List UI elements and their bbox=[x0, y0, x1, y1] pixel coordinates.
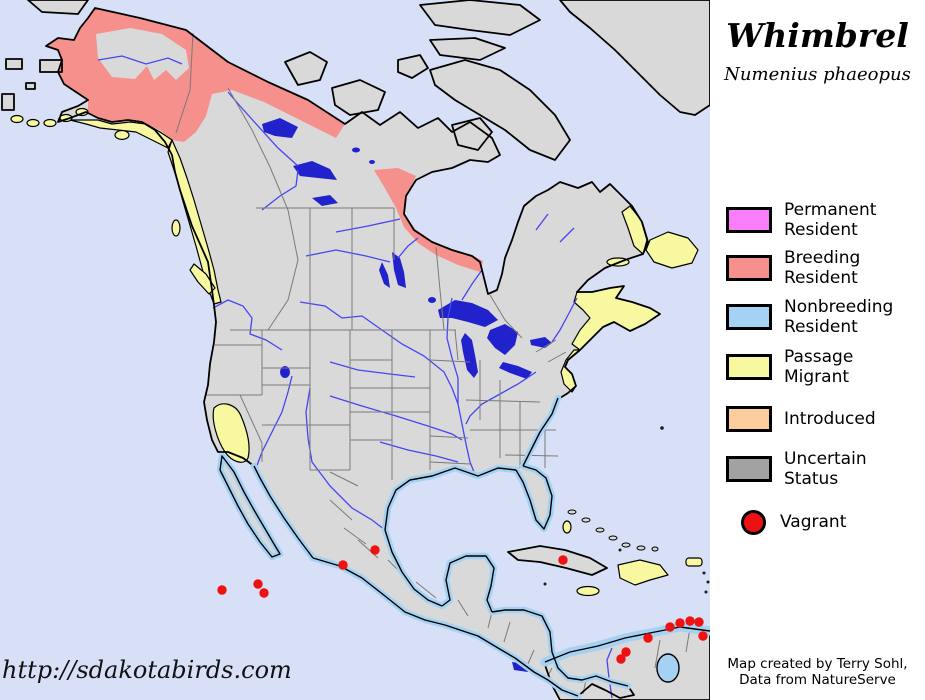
legend-passage-migrant-label: Passage Migrant bbox=[784, 347, 854, 387]
range-map: http://sdakotabirds.com bbox=[0, 0, 710, 700]
lake-winnipeg bbox=[392, 252, 406, 288]
small-islands bbox=[543, 426, 710, 594]
legend-permanent-resident-swatch bbox=[726, 207, 772, 233]
map-attribution: Map created by Terry Sohl, Data from Nat… bbox=[710, 656, 925, 688]
legend-item-uncertain-status: Uncertain Status bbox=[726, 446, 867, 492]
passage-andros bbox=[562, 520, 572, 534]
passage-puerto-rico bbox=[685, 557, 703, 567]
vagrant-dot bbox=[685, 616, 695, 626]
legend-vagrant-swatch bbox=[741, 509, 766, 535]
vagrant-dot bbox=[217, 585, 227, 595]
vagrant-dot bbox=[558, 555, 568, 565]
lake-michigan bbox=[461, 333, 478, 378]
vagrant-dot bbox=[616, 654, 626, 664]
legend-item-permanent-resident: Permanent Resident bbox=[726, 197, 876, 243]
bermuda bbox=[660, 426, 664, 430]
legend-breeding-resident-label: Breeding Resident bbox=[784, 248, 861, 288]
great-slave-lake bbox=[293, 161, 337, 180]
legend-item-vagrant: Vagrant bbox=[726, 499, 846, 545]
lesser-antilles bbox=[543, 548, 710, 594]
bahamas bbox=[567, 509, 659, 552]
vagrant-dot bbox=[694, 617, 704, 627]
info-panel: Whimbrel Numenius phaeopus Permanent Res… bbox=[710, 0, 925, 700]
lake-winnipegosis bbox=[379, 262, 390, 288]
legend-nonbreeding-resident-swatch bbox=[726, 304, 772, 330]
north-america-range-map bbox=[0, 0, 710, 700]
passage-newfoundland bbox=[645, 231, 699, 269]
legend-passage-migrant-swatch bbox=[726, 354, 772, 380]
legend-item-introduced: Introduced bbox=[726, 396, 876, 442]
attribution-line1: Map created by Terry Sohl, bbox=[727, 656, 908, 672]
legend-item-breeding-resident: Breeding Resident bbox=[726, 245, 860, 291]
vagrant-dot bbox=[675, 618, 685, 628]
vagrant-dot bbox=[370, 545, 380, 555]
passage-kodiak bbox=[114, 129, 130, 141]
alaska-interior-gray-patch bbox=[96, 28, 189, 80]
species-scientific-name: Numenius phaeopus bbox=[724, 64, 911, 85]
passage-california bbox=[212, 403, 250, 463]
nonbreeding-coastal-bands bbox=[216, 394, 710, 700]
legend-permanent-resident-label: Permanent Resident bbox=[784, 200, 877, 240]
species-title: Whimbrel bbox=[726, 16, 909, 55]
legend-vagrant-label: Vagrant bbox=[780, 512, 847, 532]
passage-vancouver-island bbox=[189, 263, 216, 295]
legend-uncertain-status-swatch bbox=[726, 456, 772, 482]
vagrant-dot bbox=[698, 631, 708, 641]
attribution-line2: Data from NatureServe bbox=[739, 672, 896, 688]
legend-nonbreeding-resident-label: Nonbreeding Resident bbox=[784, 297, 894, 337]
vagrant-dot bbox=[259, 588, 269, 598]
passage-south-alaska-coast bbox=[69, 119, 173, 149]
legend-uncertain-status-label: Uncertain Status bbox=[784, 449, 867, 489]
vagrant-dot bbox=[253, 579, 263, 589]
watermark-url: http://sdakotabirds.com bbox=[2, 656, 292, 684]
vagrant-dot bbox=[665, 622, 675, 632]
great-salt-lake bbox=[280, 366, 290, 378]
legend-item-passage-migrant: Passage Migrant bbox=[726, 344, 853, 390]
vagrant-dot bbox=[643, 633, 653, 643]
great-bear-lake bbox=[262, 118, 298, 138]
passage-hispaniola bbox=[617, 559, 669, 586]
passage-jamaica bbox=[576, 585, 600, 597]
legend-introduced-label: Introduced bbox=[784, 409, 876, 429]
breeding-region-hudson-bay bbox=[374, 168, 483, 272]
vagrant-dot bbox=[621, 647, 631, 657]
lake-athabasca bbox=[312, 195, 338, 206]
lake-superior bbox=[438, 300, 498, 327]
vagrant-dot bbox=[338, 560, 348, 570]
legend-item-nonbreeding-resident: Nonbreeding Resident bbox=[726, 294, 893, 340]
lake-of-the-woods bbox=[428, 297, 436, 303]
vagrant-sightings bbox=[217, 545, 708, 664]
state-province-borders bbox=[175, 32, 691, 695]
legend-breeding-resident-swatch bbox=[726, 255, 772, 281]
passage-haida-gwaii bbox=[171, 219, 181, 237]
lake-erie bbox=[499, 362, 532, 379]
lake-huron bbox=[487, 324, 518, 355]
lake-maracaibo bbox=[656, 653, 680, 683]
legend-introduced-swatch bbox=[726, 406, 772, 432]
